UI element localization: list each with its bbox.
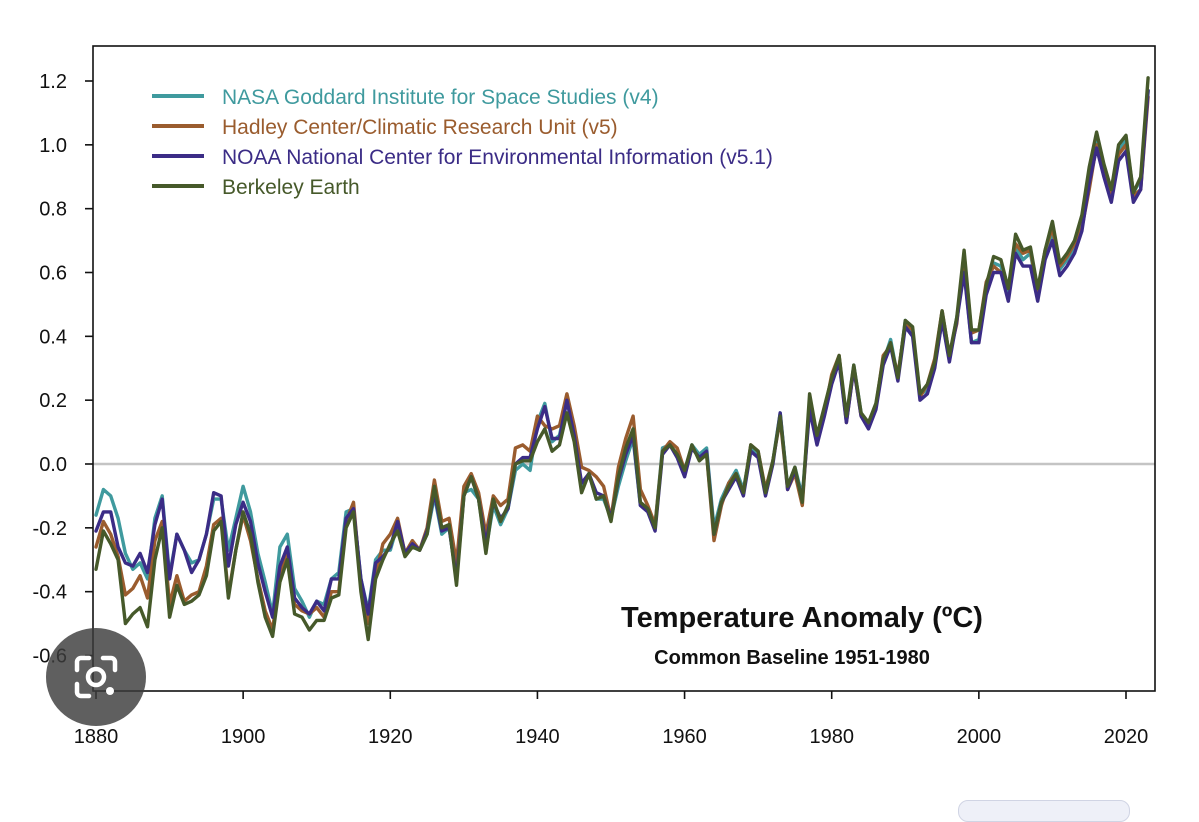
series-line-4 bbox=[94, 76, 1150, 642]
y-tick-label: 1.0 bbox=[39, 135, 67, 157]
y-tick-label: 0.6 bbox=[39, 263, 67, 285]
x-tick-label: 2020 bbox=[1104, 726, 1149, 748]
x-tick-label: 1900 bbox=[221, 726, 266, 748]
y-tick-label: -0.4 bbox=[33, 582, 67, 604]
google-lens-button[interactable] bbox=[46, 628, 146, 726]
y-tick-label: 1.2 bbox=[39, 71, 67, 93]
plot-frame bbox=[92, 45, 1156, 692]
y-tick-label: -0.2 bbox=[33, 518, 67, 540]
y-tick-label: 0.2 bbox=[39, 390, 67, 412]
bottom-chip[interactable] bbox=[958, 800, 1130, 822]
legend-label-3: NOAA National Center for Environmental I… bbox=[222, 146, 773, 169]
google-lens-icon bbox=[74, 655, 118, 699]
y-tick-label: 0.8 bbox=[39, 199, 67, 221]
y-tick-label: 0.4 bbox=[39, 326, 67, 348]
x-tick-label: 1880 bbox=[74, 726, 119, 748]
chart-title: Temperature Anomaly (ºC) bbox=[621, 602, 983, 634]
x-tick-label: 2000 bbox=[957, 726, 1002, 748]
x-tick-label: 1920 bbox=[368, 726, 413, 748]
x-tick-label: 1980 bbox=[809, 726, 854, 748]
x-tick-label: 1960 bbox=[662, 726, 707, 748]
legend: NASA Goddard Institute for Space Studies… bbox=[152, 86, 773, 199]
legend-label-2: Hadley Center/Climatic Research Unit (v5… bbox=[222, 116, 618, 139]
chart-subtitle: Common Baseline 1951-1980 bbox=[654, 647, 930, 669]
y-tick-label: 0.0 bbox=[39, 454, 67, 476]
series-line-2 bbox=[94, 95, 1150, 632]
legend-label-4: Berkeley Earth bbox=[222, 176, 360, 199]
legend-label-1: NASA Goddard Institute for Space Studies… bbox=[222, 86, 659, 109]
x-tick-label: 1940 bbox=[515, 726, 560, 748]
